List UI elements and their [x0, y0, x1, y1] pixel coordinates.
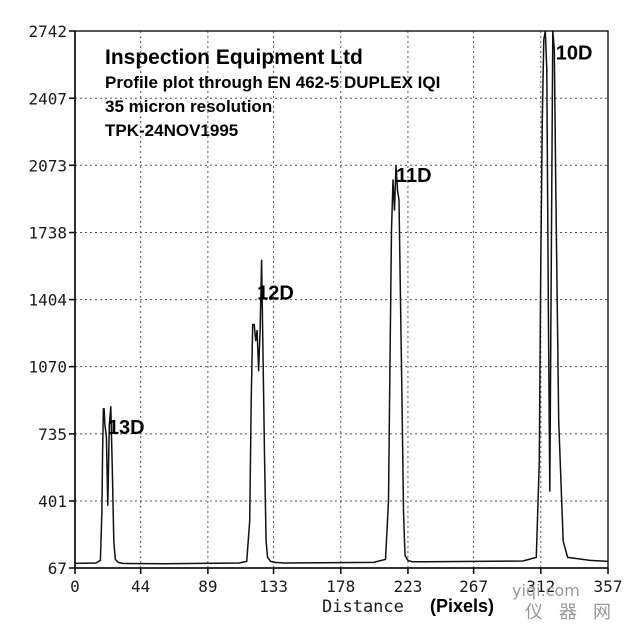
watermark-char-3: 网 [593, 602, 611, 623]
series-layer [74, 30, 609, 565]
y-tick-label: 401 [38, 492, 67, 511]
y-tick-label: 2073 [28, 156, 67, 175]
watermark-char-1: 仪 [525, 602, 543, 623]
x-tick-label: 89 [198, 577, 217, 596]
watermark-domain: yiqi.com [512, 581, 580, 600]
y-tick-label: 1070 [28, 358, 67, 377]
y-tick-label: 67 [48, 559, 67, 578]
chart-subtitle-line-2: 35 micron resolution [105, 97, 272, 116]
series-line-profile [74, 30, 609, 565]
x-tick-label: 0 [70, 577, 80, 596]
peak-label: 12D [257, 283, 294, 305]
chart-subtitle-line-1: Profile plot through EN 462-5 DUPLEX IQI [105, 73, 440, 92]
x-tick-label: 178 [326, 577, 355, 596]
peak-label: 13D [108, 417, 145, 439]
x-tick-label: 312 [526, 577, 555, 596]
x-axis-label-unit: (Pixels) [430, 596, 494, 616]
y-tick-label: 1404 [28, 291, 67, 310]
y-tick-label: 1738 [28, 224, 67, 243]
x-axis-label-text: Distance [322, 597, 404, 617]
x-axis-label: Distance (Pixels) [322, 596, 494, 617]
peak-annotations: 13D 12D 11D 10D [108, 43, 593, 439]
x-axis-ticks: 0 44 89 133 178 223 267 312 357 [70, 568, 622, 596]
x-tick-label: 44 [131, 577, 150, 596]
watermark-char-2: 器 [559, 602, 577, 623]
y-tick-label: 2742 [28, 22, 67, 41]
peak-label: 11D [396, 165, 432, 187]
chart-subtitle-line-3: TPK-24NOV1995 [105, 121, 238, 140]
chart-title: Inspection Equipment Ltd [105, 46, 363, 69]
grid [75, 31, 608, 568]
y-tick-label: 735 [38, 425, 67, 444]
x-tick-label: 267 [459, 577, 488, 596]
peak-label: 10D [556, 43, 593, 65]
watermark: yiqi.com 仪 器 网 [512, 581, 611, 623]
title-block: Inspection Equipment Ltd Profile plot th… [105, 46, 440, 140]
x-tick-label: 357 [594, 577, 623, 596]
y-tick-label: 2407 [28, 89, 67, 108]
y-axis-ticks: 67 401 735 1070 1404 1738 2073 2407 2742 [28, 22, 75, 578]
x-tick-label: 223 [393, 577, 422, 596]
x-tick-label: 133 [259, 577, 288, 596]
